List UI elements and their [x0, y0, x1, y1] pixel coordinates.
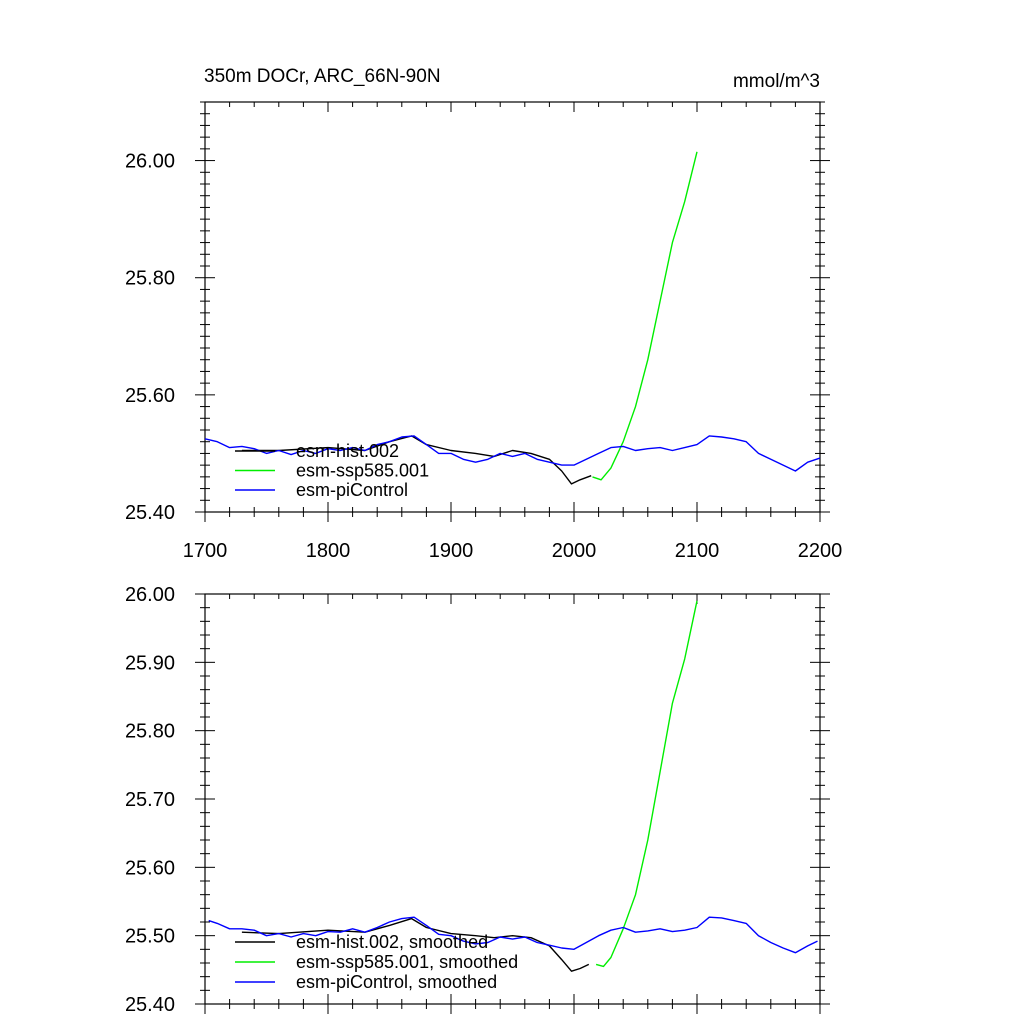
legend-label: esm-hist.002: [296, 441, 399, 461]
y-tick-label: 25.40: [125, 994, 175, 1016]
series-line-esm-hist-002: [241, 435, 592, 485]
top-panel: 1700 1800 1900 2000 2100 2200 25.40 25.60 25.80 2…: [125, 101, 843, 562]
legend-label: esm-ssp585.001: [296, 461, 429, 481]
plot-frame: [204, 101, 821, 513]
y-tick-label: 25.90: [125, 652, 175, 674]
y-tick-label: 25.60: [125, 857, 175, 879]
series-line-esm-ssp585-001: [595, 600, 698, 968]
y-tick-label: 25.80: [125, 721, 175, 743]
y-tick-label: 25.80: [125, 268, 175, 290]
series-line-esm-picontrol: [204, 435, 821, 472]
y-tick-label: 25.40: [125, 502, 175, 524]
legend-label: esm-ssp585.001, smoothed: [296, 952, 518, 972]
x-tick-label: 1700: [183, 540, 228, 562]
x-tick-label: 2000: [552, 540, 597, 562]
y-tick-label: 26.00: [125, 151, 175, 173]
units-label: mmol/m^3: [733, 71, 820, 92]
y-tick-label: 25.60: [125, 385, 175, 407]
x-tick-label: 2200: [798, 540, 843, 562]
y-tick-label: 26.00: [125, 584, 175, 606]
x-tick-label: 1900: [429, 540, 474, 562]
series-line-esm-picontrol: [208, 916, 818, 954]
y-tick-label: 25.50: [125, 926, 175, 948]
legend-label: esm-hist.002, smoothed: [296, 932, 488, 952]
legend-label: esm-piControl: [296, 480, 408, 500]
y-tick-label: 25.70: [125, 789, 175, 811]
series-line-esm-hist-002: [241, 917, 590, 972]
legend-label: esm-piControl, smoothed: [296, 972, 497, 992]
chart-title: 350m DOCr, ARC_66N-90N: [204, 66, 441, 87]
bottom-panel: 25.40 25.50 25.60 25.70 25.80 25.90 26.00 esm-h…: [125, 584, 830, 1016]
series-line-esm-ssp585-001: [592, 151, 698, 481]
x-tick-label: 2100: [675, 540, 720, 562]
x-tick-label: 1800: [306, 540, 351, 562]
